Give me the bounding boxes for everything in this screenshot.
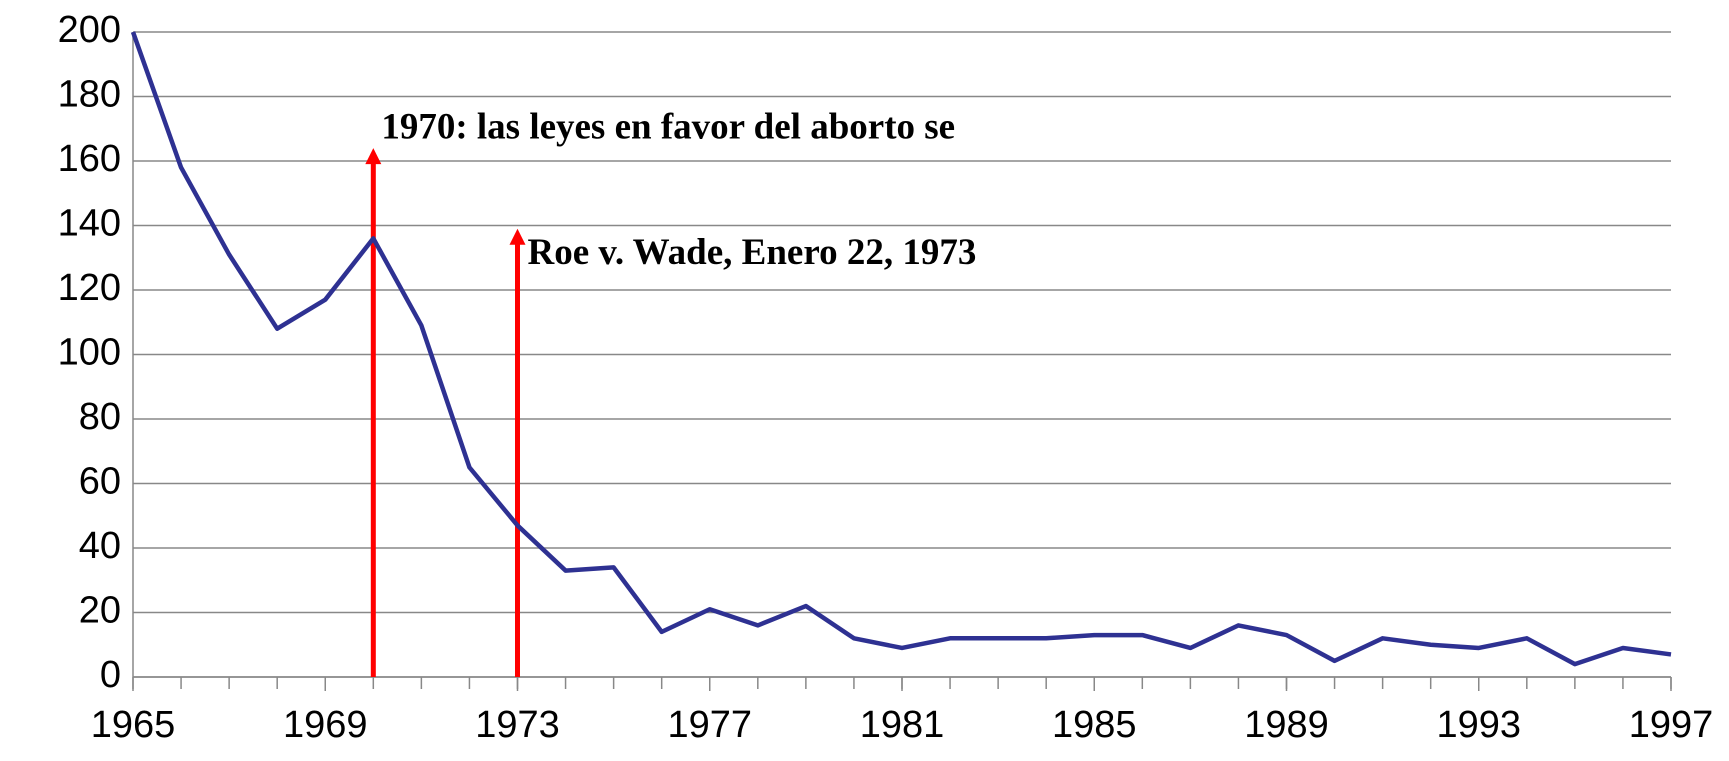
y-tick-label: 100 (58, 332, 121, 374)
data-line (130, 31, 1672, 667)
x-tick-label: 1997 (1629, 704, 1714, 746)
x-tick-label: 1985 (1052, 704, 1137, 746)
x-tick-label: 1969 (283, 704, 368, 746)
y-tick-label: 80 (79, 396, 121, 438)
y-tick-label: 140 (58, 203, 121, 245)
arrow-head (509, 228, 526, 245)
y-tick-label: 120 (58, 267, 121, 309)
y-tick-label: 0 (100, 654, 121, 696)
y-tick-label: 180 (58, 74, 121, 116)
annotation-text: 1970: las leyes en favor del aborto se (381, 107, 955, 148)
y-tick-label: 200 (58, 9, 121, 51)
y-tick-label: 160 (58, 138, 121, 180)
y-tick-label: 40 (79, 525, 121, 567)
y-tick-label: 20 (79, 590, 121, 632)
x-tick-label: 1965 (91, 704, 176, 746)
x-tick-label: 1973 (475, 704, 560, 746)
x-tick-label: 1977 (667, 704, 752, 746)
y-tick-label: 60 (79, 461, 121, 503)
arrow-head (365, 148, 382, 165)
annotation-text: Roe v. Wade, Enero 22, 1973 (528, 232, 977, 273)
x-tick-label: 1981 (860, 704, 945, 746)
x-tick-label: 1989 (1244, 704, 1329, 746)
x-tick-label: 1993 (1436, 704, 1521, 746)
